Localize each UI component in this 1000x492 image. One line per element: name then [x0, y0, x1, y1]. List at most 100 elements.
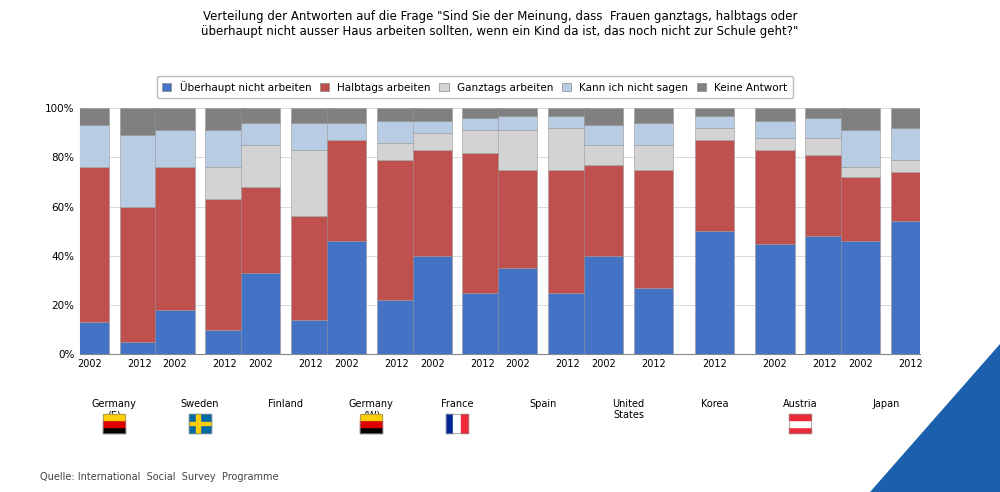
Bar: [462, 130, 502, 153]
Bar: [584, 145, 623, 165]
Bar: [155, 310, 195, 354]
Bar: [891, 128, 930, 160]
Bar: [841, 177, 880, 241]
Bar: [120, 135, 159, 207]
Bar: [291, 108, 330, 123]
Bar: [205, 330, 245, 354]
Bar: [584, 165, 623, 256]
Bar: [891, 221, 930, 354]
Bar: [205, 130, 245, 167]
Bar: [155, 108, 195, 130]
Bar: [205, 199, 245, 330]
Bar: [584, 125, 623, 145]
Text: Verteilung der Antworten auf die Frage "Sind Sie der Meinung, dass  Frauen ganzt: Verteilung der Antworten auf die Frage "…: [201, 10, 799, 38]
Bar: [841, 130, 880, 167]
Bar: [291, 216, 330, 320]
Text: Japan: Japan: [872, 399, 899, 408]
Bar: [291, 150, 330, 216]
Bar: [413, 108, 452, 121]
Bar: [241, 108, 280, 123]
Bar: [462, 293, 502, 354]
Bar: [891, 172, 930, 221]
Bar: [634, 108, 673, 123]
Bar: [377, 121, 416, 143]
Bar: [805, 236, 845, 354]
Bar: [891, 108, 930, 128]
Bar: [291, 320, 330, 354]
Text: United
States: United States: [613, 399, 645, 420]
Bar: [695, 108, 734, 116]
Text: France: France: [441, 399, 473, 408]
Bar: [584, 108, 623, 125]
Bar: [241, 145, 280, 187]
Bar: [377, 108, 416, 121]
Text: Spain: Spain: [529, 399, 557, 408]
Bar: [755, 138, 795, 150]
Bar: [377, 300, 416, 354]
Bar: [241, 273, 280, 354]
Bar: [695, 116, 734, 128]
Bar: [805, 155, 845, 236]
Bar: [462, 118, 502, 130]
Bar: [498, 108, 537, 116]
Text: Sweden: Sweden: [181, 399, 219, 408]
Bar: [377, 143, 416, 160]
Bar: [548, 128, 587, 170]
Bar: [548, 108, 587, 116]
Bar: [498, 170, 537, 268]
Bar: [241, 123, 280, 145]
Bar: [70, 322, 109, 354]
Bar: [120, 207, 159, 342]
Bar: [155, 167, 195, 310]
Text: Korea: Korea: [701, 399, 728, 408]
Bar: [70, 125, 109, 167]
Bar: [841, 108, 880, 130]
Bar: [205, 108, 245, 130]
Bar: [70, 167, 109, 322]
Bar: [413, 256, 452, 354]
Bar: [327, 123, 366, 140]
Bar: [120, 342, 159, 354]
Bar: [241, 187, 280, 273]
Bar: [327, 108, 366, 123]
Bar: [462, 108, 502, 118]
Bar: [291, 123, 330, 150]
Bar: [634, 288, 673, 354]
Bar: [413, 150, 452, 256]
Bar: [327, 241, 366, 354]
Bar: [805, 108, 845, 118]
Bar: [695, 128, 734, 140]
Bar: [205, 167, 245, 199]
Bar: [805, 138, 845, 155]
Bar: [755, 108, 795, 121]
Text: Finland: Finland: [268, 399, 303, 408]
Bar: [498, 130, 537, 170]
Text: Austria: Austria: [783, 399, 817, 408]
Bar: [413, 121, 452, 133]
Bar: [755, 121, 795, 138]
Bar: [634, 170, 673, 288]
Bar: [498, 268, 537, 354]
Bar: [70, 108, 109, 125]
Bar: [755, 150, 795, 244]
Bar: [634, 145, 673, 170]
Bar: [498, 116, 537, 130]
Bar: [805, 118, 845, 138]
Bar: [695, 231, 734, 354]
Bar: [548, 170, 587, 293]
Text: Quelle: International  Social  Survey  Programme: Quelle: International Social Survey Prog…: [40, 472, 278, 482]
Bar: [548, 116, 587, 128]
Text: Germany
(E): Germany (E): [92, 399, 137, 420]
Bar: [327, 140, 366, 241]
Text: Germany
(W): Germany (W): [349, 399, 394, 420]
Bar: [120, 108, 159, 135]
Legend: Überhaupt nicht arbeiten, Halbtags arbeiten, Ganztags arbeiten, Kann ich nicht s: Überhaupt nicht arbeiten, Halbtags arbei…: [157, 76, 793, 98]
Bar: [634, 123, 673, 145]
Bar: [695, 140, 734, 231]
Bar: [891, 160, 930, 172]
Bar: [548, 293, 587, 354]
Bar: [841, 241, 880, 354]
Bar: [413, 133, 452, 150]
Bar: [584, 256, 623, 354]
Bar: [377, 160, 416, 300]
